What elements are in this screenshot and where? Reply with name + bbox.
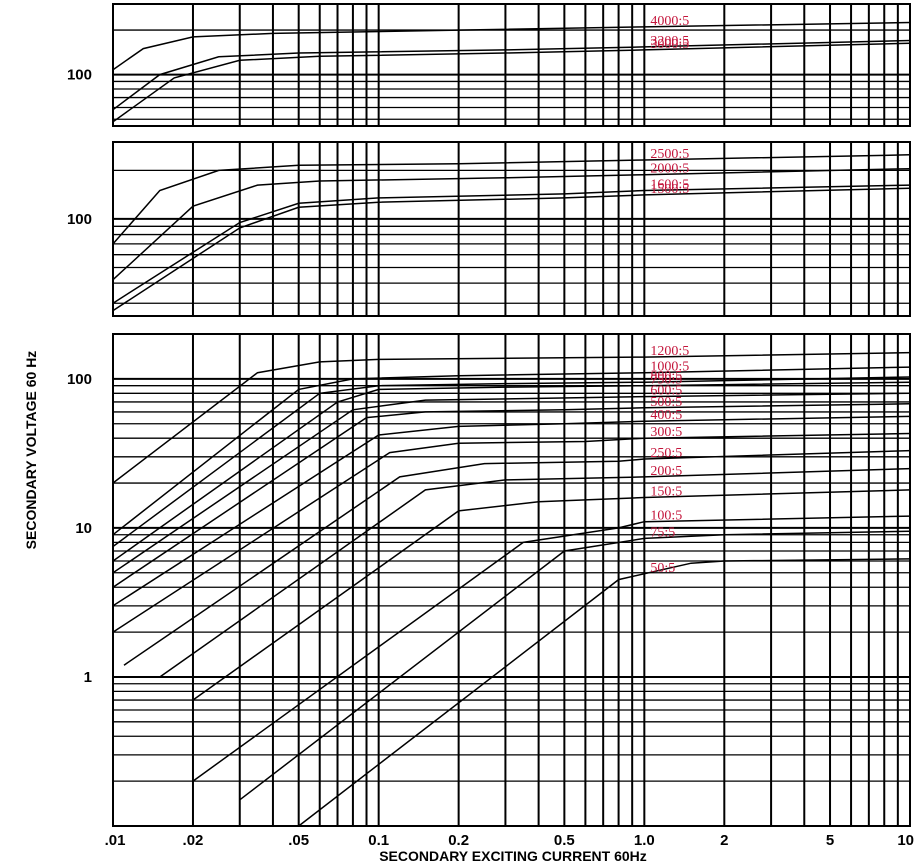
panel-frame bbox=[112, 3, 911, 127]
curve-label: 150:5 bbox=[650, 484, 682, 499]
curve-3000-5 bbox=[112, 42, 911, 123]
panel-frame bbox=[112, 333, 911, 827]
curve-label: 1000:5 bbox=[650, 360, 689, 375]
curve-600-5 bbox=[112, 392, 911, 574]
curve-250-5 bbox=[123, 449, 911, 666]
curve-200-5 bbox=[159, 467, 911, 678]
x-tick-label: .02 bbox=[183, 832, 204, 849]
x-tick-label: .05 bbox=[288, 832, 309, 849]
x-tick-label: 0.5 bbox=[554, 832, 575, 849]
curve-4000-5 bbox=[112, 21, 911, 71]
curve-label: 500:5 bbox=[650, 395, 682, 410]
curve-label: 2000:5 bbox=[650, 162, 689, 177]
chart-panels: 1004000:53200:53000:51002500:52000:51600… bbox=[67, 3, 911, 827]
curve-label: 400:5 bbox=[650, 408, 682, 423]
y-tick-label: 10 bbox=[75, 520, 92, 537]
panel-frame bbox=[112, 141, 911, 317]
curve-label: 200:5 bbox=[650, 464, 682, 479]
x-tick-label: 0.1 bbox=[368, 832, 389, 849]
y-tick-label: 100 bbox=[67, 211, 92, 228]
curve-label: 800:5 bbox=[650, 369, 682, 384]
curve-label: 3000:5 bbox=[650, 37, 689, 52]
curve-1500-5 bbox=[112, 187, 911, 312]
curve-100-5 bbox=[192, 515, 911, 782]
curve-800-5 bbox=[112, 376, 911, 548]
x-tick-label: 0.2 bbox=[448, 832, 469, 849]
x-tick-label: 10 bbox=[897, 832, 914, 849]
curve-400-5 bbox=[112, 415, 911, 607]
curve-1600-5 bbox=[112, 184, 911, 304]
x-axis-title: SECONDARY EXCITING CURRENT 60Hz bbox=[379, 848, 647, 864]
curve-label: 1500:5 bbox=[650, 182, 689, 197]
curve-2000-5 bbox=[112, 167, 911, 281]
curve-label: 600:5 bbox=[650, 384, 682, 399]
x-tick-label: .01 bbox=[105, 832, 126, 849]
curve-500-5 bbox=[112, 403, 911, 588]
curve-label: 50:5 bbox=[650, 561, 675, 576]
curve-label: 300:5 bbox=[650, 425, 682, 440]
curve-label: 3200:5 bbox=[650, 34, 689, 49]
y-tick-label: 100 bbox=[67, 371, 92, 388]
y-axis-title: SECONDARY VOLTAGE 60 Hz bbox=[23, 351, 39, 550]
x-tick-label: 1.0 bbox=[634, 832, 655, 849]
curve-label: 2500:5 bbox=[650, 147, 689, 162]
curve-label: 750:5 bbox=[650, 373, 682, 388]
curve-50-5 bbox=[298, 558, 911, 827]
curve-2500-5 bbox=[112, 154, 911, 245]
curve-150-5 bbox=[192, 489, 911, 701]
curve-label: 75:5 bbox=[650, 525, 675, 540]
x-tick-labels: .01 .02 .05 0.1 0.2 0.5 1.0 2 5 10 bbox=[105, 832, 914, 849]
y-tick-label: 1 bbox=[84, 669, 92, 686]
panel-bottom: 100 10 1 1200:51000:5800:5750:5600:5500:540… bbox=[67, 333, 911, 827]
curve-label: 100:5 bbox=[650, 509, 682, 524]
curve-750-5 bbox=[112, 381, 911, 562]
x-tick-label: 2 bbox=[720, 832, 728, 849]
curve-75-5 bbox=[239, 530, 911, 801]
y-tick-label: 100 bbox=[67, 67, 92, 84]
curve-label: 1600:5 bbox=[650, 178, 689, 193]
curve-label: 4000:5 bbox=[650, 14, 689, 29]
curve-label: 1200:5 bbox=[650, 344, 689, 359]
curve-1000-5 bbox=[112, 366, 911, 536]
curve-3200-5 bbox=[112, 39, 911, 111]
x-tick-label: 5 bbox=[826, 832, 834, 849]
curve-label: 250:5 bbox=[650, 446, 682, 461]
curve-1200-5 bbox=[112, 351, 911, 484]
curve-300-5 bbox=[112, 432, 911, 633]
